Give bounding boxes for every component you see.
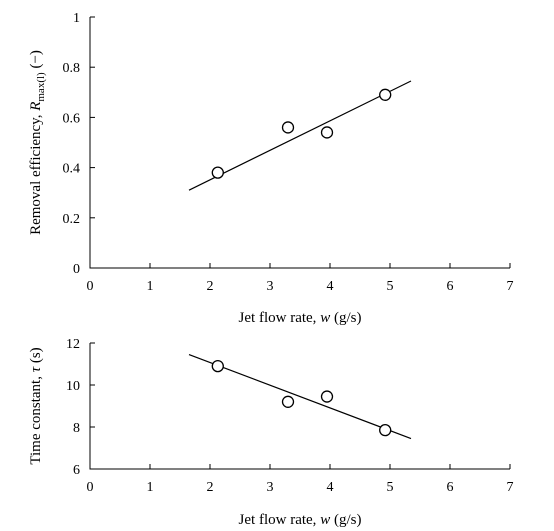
- tau-y-axis-title-part-2: (s): [28, 347, 44, 367]
- removal-x-tick-label: 1: [147, 279, 154, 294]
- removal-y-axis-title: Removal efficiency, Rmax(l) (−): [28, 50, 47, 235]
- tau-x-axis-title: Jet flow rate, w (g/s): [239, 512, 362, 528]
- tau-y-tick-label: 10: [66, 379, 80, 394]
- tau-x-tick-label: 5: [387, 480, 394, 495]
- removal-y-axis-title-part-2: max(l): [35, 72, 47, 102]
- removal-x-tick-label: 3: [267, 279, 274, 294]
- removal-x-axis-title: Jet flow rate, w (g/s): [239, 310, 362, 326]
- removal-x-tick-label: 5: [387, 279, 394, 294]
- removal-data-point: [211, 166, 224, 179]
- removal-x-tick-label: 7: [507, 279, 514, 294]
- removal-y-tick-label: 0.2: [63, 212, 81, 227]
- tau-y-axis-title-part-1: τ: [28, 366, 44, 372]
- tau-x-axis-title-part-1: w: [320, 512, 330, 528]
- tau-x-tick-label: 7: [507, 480, 514, 495]
- removal-x-axis-title-part-0: Jet flow rate,: [239, 310, 321, 326]
- tau-x-tick-label: 4: [327, 480, 334, 495]
- removal-y-axis-title-part-0: Removal efficiency,: [28, 111, 44, 235]
- removal-y-tick-label: 0.6: [63, 111, 81, 126]
- tau-x-axis-title-part-2: (g/s): [330, 512, 361, 528]
- tau-x-tick-label: 6: [447, 480, 454, 495]
- tau-x-tick-label: 1: [147, 480, 154, 495]
- tau-fit-line: [188, 353, 412, 440]
- removal-data-point: [281, 121, 295, 134]
- tau-data-point: [379, 423, 392, 437]
- removal-x-tick-label: 4: [327, 279, 334, 294]
- tau-y-axis-title: Time constant, τ (s): [28, 347, 44, 464]
- removal-y-axis-title-part-3: (−): [28, 50, 44, 72]
- removal-x-axis-title-part-2: (g/s): [330, 310, 361, 326]
- tau-x-tick-label: 3: [267, 480, 274, 495]
- removal-data-point: [320, 126, 334, 139]
- tau-x-tick-label: 2: [207, 480, 214, 495]
- tau-y-tick-label: 8: [73, 421, 80, 436]
- tau-x-axis-title-part-0: Jet flow rate,: [239, 512, 321, 528]
- removal-y-tick-label: 0.4: [63, 162, 81, 177]
- removal-axes: [89, 17, 510, 269]
- tau-data-point: [320, 390, 334, 403]
- removal-efficiency-chart: 0 0.2 0.4 0.6 0.8 1 0 1 2 3 4 5 6 7 Jet flow rate, w (…: [28, 11, 514, 326]
- tau-data-point: [211, 359, 224, 373]
- tau-y-tick-label: 6: [73, 463, 80, 478]
- removal-y-tick-label: 0.8: [63, 61, 81, 76]
- removal-x-tick-label: 0: [87, 279, 94, 294]
- removal-y-axis-title-part-1: R: [28, 102, 44, 112]
- tau-y-axis-title-part-0: Time constant,: [28, 372, 44, 464]
- removal-data-point: [379, 88, 392, 101]
- tau-y-tick-label: 12: [66, 337, 80, 352]
- removal-x-tick-label: 6: [447, 279, 454, 294]
- tau-x-tick-label: 0: [87, 480, 94, 495]
- removal-x-axis-title-part-1: w: [320, 310, 330, 326]
- removal-x-tick-label: 2: [207, 279, 214, 294]
- tau-data-point: [281, 395, 295, 408]
- removal-fit-line: [188, 80, 412, 191]
- removal-y-tick-label: 0: [73, 262, 80, 277]
- removal-y-tick-label: 1: [73, 11, 80, 26]
- tau-axes: [89, 343, 510, 470]
